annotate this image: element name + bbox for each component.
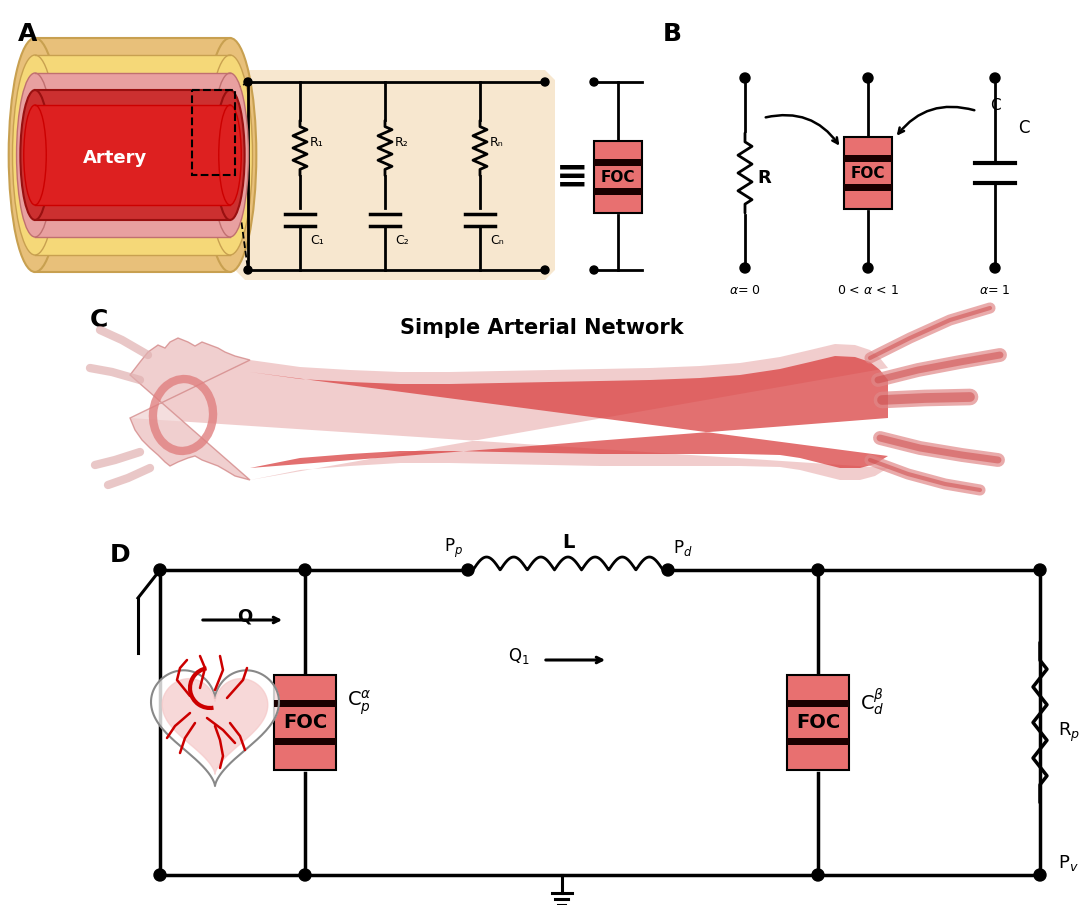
Circle shape [740,73,750,83]
Ellipse shape [204,38,256,272]
Text: D: D [109,543,131,567]
Bar [594,159,642,167]
Ellipse shape [219,105,242,205]
Polygon shape [130,338,250,480]
Text: C$_d^{\beta}$: C$_d^{\beta}$ [860,687,885,718]
Circle shape [590,266,598,274]
Text: FOC: FOC [283,713,327,732]
Circle shape [863,263,873,273]
Ellipse shape [21,90,50,220]
Circle shape [244,78,251,86]
Circle shape [154,869,166,881]
Polygon shape [250,356,888,468]
Text: R: R [757,169,771,187]
Circle shape [812,564,824,576]
Text: C: C [990,99,1001,113]
Circle shape [541,78,549,86]
Text: B: B [663,22,682,46]
Text: $\alpha$= 0: $\alpha$= 0 [730,284,761,297]
Circle shape [990,263,1001,273]
Ellipse shape [216,90,245,220]
Text: P$_v$: P$_v$ [1058,853,1079,873]
Text: R₁: R₁ [310,137,324,149]
Polygon shape [35,105,230,205]
Circle shape [812,869,824,881]
Circle shape [740,263,750,273]
Bar [192,90,235,175]
Bar [594,188,642,195]
Text: Simple Arterial Network: Simple Arterial Network [400,318,684,338]
Text: $\alpha$= 1: $\alpha$= 1 [979,284,1010,297]
Ellipse shape [9,38,62,272]
Bar [844,137,892,209]
Ellipse shape [24,105,47,205]
Text: 0 < $\alpha$ < 1: 0 < $\alpha$ < 1 [837,284,899,297]
Circle shape [662,564,674,576]
Text: A: A [18,22,37,46]
Text: FOC: FOC [601,169,635,185]
Text: L: L [562,532,575,551]
Circle shape [1034,869,1046,881]
Text: Rₙ: Rₙ [490,137,504,149]
Ellipse shape [16,73,53,237]
Circle shape [590,78,598,86]
Text: FOC: FOC [851,166,886,180]
Bar [844,155,892,162]
Polygon shape [130,338,888,480]
Text: C₁: C₁ [310,233,324,246]
Text: C: C [1018,119,1030,137]
Circle shape [990,73,1001,83]
Circle shape [154,564,166,576]
Circle shape [462,564,474,576]
Circle shape [1034,564,1046,576]
Text: Artery: Artery [82,149,147,167]
Bar [274,700,336,707]
Circle shape [863,73,873,83]
Text: C: C [90,308,108,332]
Text: R₂: R₂ [395,137,409,149]
Bar [274,738,336,745]
Text: P$_p$: P$_p$ [444,537,463,559]
Polygon shape [235,70,555,280]
Polygon shape [35,55,230,255]
Ellipse shape [207,55,253,255]
Text: R$_p$: R$_p$ [1058,721,1080,744]
Text: Q$_1$: Q$_1$ [508,646,530,666]
Circle shape [299,869,311,881]
Text: C₂: C₂ [395,233,409,246]
Text: ≡: ≡ [556,158,589,196]
Bar [594,141,642,213]
Ellipse shape [211,73,248,237]
Bar [274,675,336,770]
Circle shape [541,266,549,274]
Text: Cₙ: Cₙ [490,233,504,246]
Polygon shape [163,679,268,774]
Polygon shape [151,671,279,786]
Polygon shape [35,38,230,272]
Ellipse shape [13,55,57,255]
Bar [787,738,849,745]
Bar [844,184,892,191]
Text: Q: Q [237,607,253,625]
Text: FOC: FOC [796,713,840,732]
Circle shape [244,266,251,274]
Polygon shape [35,90,230,220]
Text: C$_p^{\alpha}$: C$_p^{\alpha}$ [347,688,372,717]
Circle shape [299,564,311,576]
Text: P$_d$: P$_d$ [673,538,693,558]
Polygon shape [35,73,230,237]
Bar [787,700,849,707]
Bar [787,675,849,770]
